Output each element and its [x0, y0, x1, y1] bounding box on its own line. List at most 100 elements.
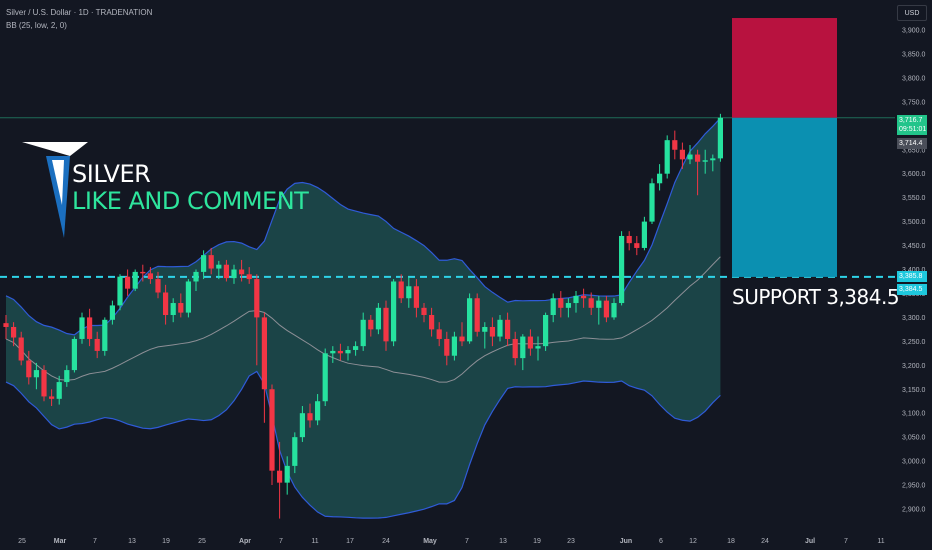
candle-body	[125, 276, 131, 289]
candle	[603, 295, 609, 323]
candle	[459, 322, 465, 347]
y-tick-label: 3,400.0	[902, 267, 925, 274]
candle-body	[664, 140, 670, 174]
candle-body	[520, 336, 526, 359]
candle-body	[79, 317, 85, 339]
y-tick-label: 3,200.0	[902, 363, 925, 370]
x-tick-label: 13	[128, 538, 136, 545]
candle-body	[56, 382, 62, 399]
candle-body	[550, 298, 556, 316]
candle	[482, 322, 488, 349]
candle	[550, 293, 556, 323]
candle	[109, 300, 115, 325]
candle-body	[603, 300, 609, 318]
x-tick-label: Apr	[239, 538, 251, 545]
candle-body	[254, 279, 260, 318]
candle-body	[695, 154, 701, 162]
candle-body	[360, 319, 366, 347]
candle	[117, 274, 123, 311]
candle-body	[383, 307, 389, 342]
candle-body	[611, 303, 617, 318]
candle-body	[132, 271, 138, 289]
currency-button[interactable]: USD	[897, 5, 927, 21]
candle	[664, 135, 670, 179]
y-tick-label: 3,850.0	[902, 51, 925, 58]
candle-body	[588, 298, 594, 308]
candle-body	[277, 470, 283, 483]
candle	[170, 298, 176, 323]
candle	[626, 231, 632, 251]
candle	[619, 231, 625, 306]
candle	[246, 267, 252, 284]
candle-body	[178, 303, 184, 313]
candle	[330, 346, 336, 363]
candle-body	[512, 338, 518, 359]
candle	[261, 312, 267, 423]
candle	[64, 365, 70, 387]
candle	[322, 348, 328, 407]
candle	[702, 149, 708, 174]
candle	[185, 279, 191, 318]
candle	[657, 164, 663, 191]
candle	[543, 312, 549, 351]
candle	[565, 298, 571, 318]
candle	[641, 216, 647, 251]
candle	[33, 362, 39, 390]
y-tick-label: 3,150.0	[902, 387, 925, 394]
candle-body	[147, 273, 153, 280]
candle	[345, 346, 351, 361]
candle	[178, 293, 184, 318]
candle-body	[626, 235, 632, 244]
current-price-tag: 3,716.7 09:51:01	[897, 115, 927, 135]
x-tick-label: 13	[499, 538, 507, 545]
candle	[315, 394, 321, 426]
candle	[429, 307, 435, 337]
candle-body	[482, 326, 488, 332]
candle-body	[208, 255, 214, 269]
candle-body	[269, 389, 275, 471]
candle-body	[330, 350, 336, 354]
candle	[451, 331, 457, 361]
candle-body	[223, 264, 229, 279]
candle-body	[535, 346, 541, 349]
candle	[49, 389, 55, 407]
x-tick-label: 25	[198, 538, 206, 545]
candle-body	[307, 413, 313, 421]
band-lower-line	[5, 370, 721, 519]
candle-body	[489, 326, 495, 337]
symbol-title: Silver / U.S. Dollar · 1D · TRADENATION	[6, 8, 153, 17]
candle-body	[345, 349, 351, 354]
candle-body	[505, 319, 511, 339]
candle-body	[201, 255, 207, 272]
position-tool[interactable]	[732, 18, 837, 277]
candle	[695, 149, 701, 196]
candle-body	[170, 303, 176, 316]
candle-body	[649, 183, 655, 222]
candle-body	[467, 298, 473, 342]
candle	[672, 130, 678, 160]
candle	[710, 154, 716, 172]
candle	[512, 331, 518, 366]
x-tick-label: May	[423, 538, 437, 545]
candle	[337, 343, 343, 361]
candle	[102, 317, 108, 356]
candle	[193, 269, 199, 292]
candle	[223, 259, 229, 282]
candle-body	[3, 323, 9, 327]
candle-body	[284, 465, 290, 483]
candle-body	[322, 353, 328, 402]
candle	[611, 298, 617, 320]
call-to-action-text: LIKE AND COMMENT	[72, 187, 309, 215]
candle-body	[64, 370, 70, 383]
candle	[520, 334, 526, 371]
candle-body	[558, 298, 564, 308]
candle-body	[140, 271, 146, 274]
chart-legend: Silver / U.S. Dollar · 1D · TRADENATION …	[6, 6, 152, 32]
candle-body	[11, 326, 17, 338]
candle-body	[710, 158, 716, 161]
support-label: SUPPORT 3,384.5	[732, 285, 900, 309]
candle	[87, 308, 93, 347]
x-tick-label: 12	[689, 538, 697, 545]
candle-body	[641, 221, 647, 248]
